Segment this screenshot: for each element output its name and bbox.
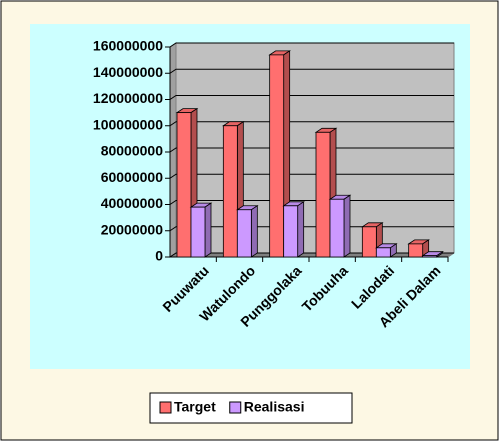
grid-line (169, 68, 454, 74)
legend-swatch (229, 401, 242, 414)
grid-line (169, 147, 454, 153)
y-tick-label: 80000000 (101, 143, 164, 159)
bar-side (204, 202, 212, 258)
bar-side (250, 205, 258, 258)
grid-line (169, 95, 454, 100)
grid-line (169, 173, 454, 179)
legend-label: Realisasi (244, 399, 305, 415)
bar (236, 209, 252, 258)
bar (315, 131, 331, 258)
legend-label: Target (174, 399, 216, 415)
grid-line (169, 42, 454, 48)
bar (283, 205, 299, 258)
grid-line (169, 200, 454, 205)
plot-wall (168, 42, 455, 258)
bar (222, 125, 238, 258)
bar (361, 226, 377, 258)
grid-line (169, 226, 454, 232)
bar (375, 247, 391, 258)
bar (176, 112, 192, 258)
bar (329, 198, 345, 258)
y-tick-label: 140000000 (93, 64, 163, 80)
y-tick-label: 100000000 (93, 116, 163, 132)
y-tick-label: 120000000 (93, 90, 163, 106)
bar-side (343, 194, 351, 258)
bar (269, 54, 285, 258)
bar (422, 255, 438, 258)
y-tick-label: 20000000 (101, 221, 164, 237)
bar (408, 243, 424, 258)
grid-line (169, 252, 454, 258)
y-tick-label: 60000000 (101, 169, 164, 185)
y-tick-label: 40000000 (101, 195, 164, 211)
grid-line (169, 121, 454, 127)
bar-side (297, 201, 305, 258)
y-tick-label: 160000000 (93, 38, 163, 54)
legend (149, 392, 353, 424)
y-tick-label: 0 (155, 248, 163, 264)
legend-swatch (159, 401, 172, 414)
bar (190, 206, 206, 258)
